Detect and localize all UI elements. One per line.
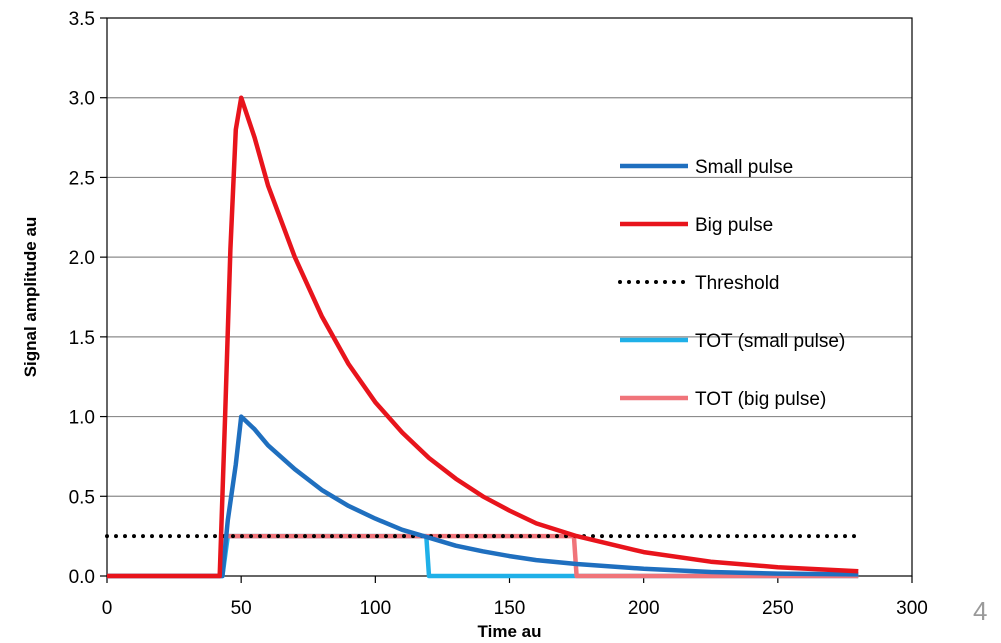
x-tick-label: 100 <box>359 598 391 619</box>
x-tick-label: 150 <box>494 598 526 619</box>
y-tick-label: 2.0 <box>69 248 95 269</box>
series-line-small-pulse <box>107 414 859 579</box>
y-tick-label: 0.0 <box>69 567 95 588</box>
y-tick-label: 1.5 <box>69 328 95 349</box>
legend-label: Threshold <box>695 273 780 294</box>
x-tick-label: 200 <box>628 598 660 619</box>
y-tick-label: 0.5 <box>69 487 95 508</box>
axes: 0.0 0.5 1.0 1.5 2.0 2.5 3.0 3.5 0 50 100 150 200 250 3… <box>69 9 928 619</box>
series-layer <box>105 95 861 579</box>
legend-label: TOT (small pulse) <box>695 331 845 352</box>
legend-label: Small pulse <box>695 157 793 178</box>
x-tick-label: 50 <box>231 598 252 619</box>
y-tick-label: 3.0 <box>69 89 95 110</box>
x-axis-title: Time au <box>478 622 542 641</box>
series-line-big-pulse <box>107 95 859 579</box>
legend-label: Big pulse <box>695 215 773 236</box>
page-number: 4 <box>973 596 988 626</box>
x-tick-label: 0 <box>102 598 113 619</box>
y-tick-label: 3.5 <box>69 9 95 30</box>
y-tick-label: 1.0 <box>69 408 95 429</box>
x-tick-label: 300 <box>896 598 928 619</box>
legend-label: TOT (big pulse) <box>695 389 826 410</box>
y-tick-label: 2.5 <box>69 168 95 189</box>
y-axis-title: Signal amplitude au <box>21 217 40 378</box>
x-tick-label: 250 <box>762 598 794 619</box>
legend: Small pulse Big pulse Threshold TOT (small … <box>618 157 845 410</box>
